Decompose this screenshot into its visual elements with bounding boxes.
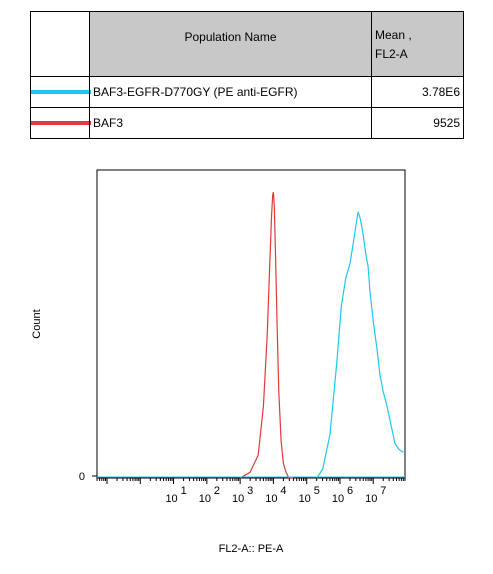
- x-tick-label: 10: [332, 493, 344, 505]
- legend-row-mean: 3.78E6: [371, 76, 464, 108]
- x-tick-exponent: 4: [280, 485, 286, 497]
- legend-table: Population Name Mean , FL2-A BAF3-EGFR-D…: [30, 11, 464, 141]
- legend-row-name: BAF3-EGFR-D770GY (PE anti-EGFR): [89, 76, 372, 108]
- legend-header-population-name: Population Name: [89, 11, 372, 77]
- x-tick-label: 10: [265, 493, 277, 505]
- legend-row: BAF3-EGFR-D770GY (PE anti-EGFR) 3.78E6: [30, 76, 464, 108]
- x-tick-exponent: 6: [347, 485, 353, 497]
- x-tick-exponent: 1: [181, 485, 187, 497]
- legend-swatch-egfr: [31, 90, 91, 94]
- x-tick-label: 10: [199, 493, 211, 505]
- x-tick-label: 10: [365, 493, 377, 505]
- y-axis-label: Count: [31, 309, 43, 338]
- x-tick-exponent: 5: [314, 485, 320, 497]
- x-tick-exponent: 3: [247, 485, 253, 497]
- x-tick-exponent: 7: [380, 485, 386, 497]
- legend-header-row: Population Name Mean , FL2-A: [30, 11, 464, 77]
- series-line-baf3: [239, 191, 294, 479]
- x-tick-label: 10: [299, 493, 311, 505]
- series-line-baf3-egfr: [316, 211, 404, 479]
- x-tick-exponent: 2: [214, 485, 220, 497]
- y-tick-label: 0: [79, 471, 85, 483]
- legend-header-mean: Mean , FL2-A: [371, 11, 464, 77]
- x-tick-label: 10: [165, 493, 177, 505]
- plot-frame: [96, 169, 406, 479]
- legend-row: BAF3 9525: [30, 107, 464, 139]
- x-tick-label: 10: [232, 493, 244, 505]
- legend-swatch-baf3: [31, 121, 91, 125]
- legend-row-mean: 9525: [371, 107, 464, 139]
- legend-row-name: BAF3: [89, 107, 372, 139]
- legend-header-swatch-cell: [30, 11, 90, 77]
- x-axis-label: FL2-A:: PE-A: [219, 543, 284, 555]
